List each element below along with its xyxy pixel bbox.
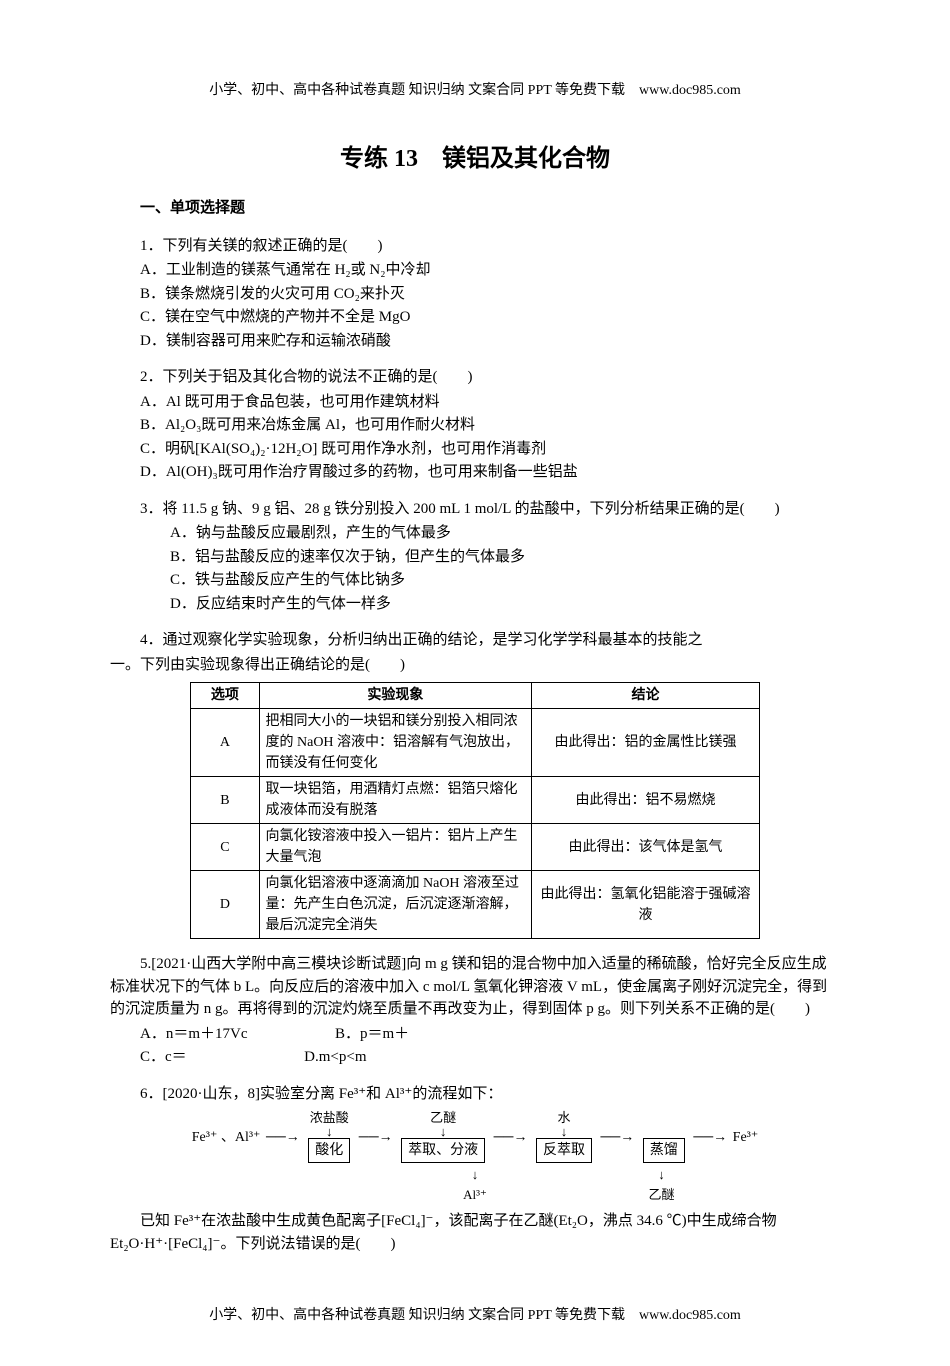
page-header: 小学、初中、高中各种试卷真题 知识归纳 文案合同 PPT 等免费下载 www.d… — [110, 80, 840, 101]
q4-table: 选项 实验现象 结论 A 把相同大小的一块铝和镁分别投入相同浓度的 NaOH 溶… — [190, 682, 759, 939]
question-1: 1．下列有关镁的叙述正确的是( ) A．工业制造的镁蒸气通常在 H₂或 N₂中冷… — [110, 235, 840, 353]
flow-step-2: 乙醚 ↓ 萃取、分液 — [398, 1111, 488, 1163]
q4-row3-opt: D — [191, 871, 259, 939]
q6-stem: 6．[2020·山东，8]实验室分离 Fe³⁺和 Al³⁺的流程如下： — [110, 1083, 840, 1106]
table-row: A 把相同大小的一块铝和镁分别投入相同浓度的 NaOH 溶液中：铝溶解有气泡放出… — [191, 709, 759, 777]
arrow-down-icon: ↓ — [472, 1167, 479, 1182]
q1-stem: 1．下列有关镁的叙述正确的是( ) — [110, 235, 840, 258]
arrow-right-icon: ──→ — [598, 1127, 636, 1148]
q2-stem: 2．下列关于铝及其化合物的说法不正确的是( ) — [110, 366, 840, 389]
arrow-right-icon: ──→ — [691, 1127, 729, 1148]
q3-opt-d: D．反应结束时产生的气体一样多 — [110, 593, 840, 616]
question-6: 6．[2020·山东，8]实验室分离 Fe³⁺和 Al³⁺的流程如下： Fe³⁺… — [110, 1083, 840, 1256]
table-head-row: 选项 实验现象 结论 — [191, 683, 759, 709]
q5-stem: 5.[2021·山西大学附中高三模块诊断试题]向 m g 镁和铝的混合物中加入适… — [110, 953, 840, 1021]
q4-row1-conc: 由此得出：铝不易燃烧 — [532, 777, 759, 824]
q3-opt-b: B．铝与盐酸反应的速率仅次于钠，但产生的气体最多 — [110, 546, 840, 569]
arrow-down-icon: ↓ — [658, 1167, 665, 1182]
table-row: B 取一块铝箔，用酒精灯点燃：铝箔只熔化成液体而没有脱落 由此得出：铝不易燃烧 — [191, 777, 759, 824]
arrow-right-icon: ──→ — [264, 1127, 302, 1148]
q5-opts-line1: A．n＝m＋17Vc B．p＝m＋ — [110, 1023, 840, 1046]
q5-opt-d: D.m<p<m — [304, 1049, 366, 1065]
q4-row2-conc: 由此得出：该气体是氢气 — [532, 824, 759, 871]
q4-th-1: 实验现象 — [259, 683, 532, 709]
q5-opt-a: A．n＝m＋17Vc — [140, 1026, 248, 1042]
q5-opt-b: B．p＝m＋ — [335, 1026, 409, 1042]
flow-step4-below: 乙醚 — [648, 1187, 674, 1202]
q4-row2-phen: 向氯化铵溶液中投入一铝片：铝片上产生大量气泡 — [259, 824, 532, 871]
q4-row3-conc: 由此得出：氢氧化铝能溶于强碱溶液 — [532, 871, 759, 939]
q3-opt-a: A．钠与盐酸反应最剧烈，产生的气体最多 — [110, 522, 840, 545]
q1-opt-a: A．工业制造的镁蒸气通常在 H₂或 N₂中冷却 — [110, 259, 840, 282]
q6-flowchart: Fe³⁺ 、Al³⁺ ──→ 浓盐酸 ↓ 酸化 ──→ 乙醚 ↓ 萃取、分液 ─… — [110, 1111, 840, 1204]
flow-step2-below: Al³⁺ — [463, 1187, 487, 1202]
flow-step1-box: 酸化 — [308, 1138, 350, 1163]
q4-th-0: 选项 — [191, 683, 259, 709]
table-row: C 向氯化铵溶液中投入一铝片：铝片上产生大量气泡 由此得出：该气体是氢气 — [191, 824, 759, 871]
arrow-right-icon: ──→ — [492, 1127, 530, 1148]
q4-stem-line2: 一。下列由实验现象得出正确结论的是( ) — [110, 654, 840, 677]
arrow-down-icon: ↓ — [305, 1125, 353, 1138]
q4-row3-phen: 向氯化铝溶液中逐滴滴加 NaOH 溶液至过量：先产生白色沉淀，后沉淀逐渐溶解，最… — [259, 871, 532, 939]
q2-opt-a: A．Al 既可用于食品包装，也可用作建筑材料 — [110, 391, 840, 414]
flow-step4-output: ↓ 乙醚 — [627, 1165, 697, 1204]
q1-opt-c: C．镁在空气中燃烧的产物并不全是 MgO — [110, 306, 840, 329]
q2-opt-d: D．Al(OH)₃既可用作治疗胃酸过多的药物，也可用来制备一些铝盐 — [110, 461, 840, 484]
flow-step4-box: 蒸馏 — [643, 1138, 685, 1163]
page-title: 专练 13 镁铝及其化合物 — [110, 141, 840, 177]
q2-opt-b: B．Al₂O₃既可用来冶炼金属 Al，也可用作耐火材料 — [110, 414, 840, 437]
flow-step2-box: 萃取、分液 — [401, 1138, 485, 1163]
flow-end: Fe³⁺ — [733, 1127, 759, 1148]
q4-stem-line1: 4．通过观察化学实验现象，分析归纳出正确的结论，是学习化学学科最基本的技能之 — [110, 629, 840, 652]
question-3: 3．将 11.5 g 钠、9 g 铝、28 g 铁分别投入 200 mL 1 m… — [110, 498, 840, 616]
arrow-right-icon: ──→ — [357, 1127, 395, 1148]
q4-row1-phen: 取一块铝箔，用酒精灯点燃：铝箔只熔化成液体而没有脱落 — [259, 777, 532, 824]
table-row: D 向氯化铝溶液中逐滴滴加 NaOH 溶液至过量：先产生白色沉淀，后沉淀逐渐溶解… — [191, 871, 759, 939]
q4-row0-conc: 由此得出：铝的金属性比镁强 — [532, 709, 759, 777]
q4-row0-opt: A — [191, 709, 259, 777]
q1-opt-b: B．镁条燃烧引发的火灾可用 CO₂来扑灭 — [110, 283, 840, 306]
q4-row0-phen: 把相同大小的一块铝和镁分别投入相同浓度的 NaOH 溶液中：铝溶解有气泡放出，而… — [259, 709, 532, 777]
question-5: 5.[2021·山西大学附中高三模块诊断试题]向 m g 镁和铝的混合物中加入适… — [110, 953, 840, 1069]
q3-opt-c: C．铁与盐酸反应产生的气体比钠多 — [110, 569, 840, 592]
flow-step2-output: ↓ Al³⁺ — [420, 1165, 530, 1204]
flow-step4-label — [640, 1111, 688, 1125]
arrow-down-icon: ↓ — [533, 1125, 595, 1138]
q4-th-2: 结论 — [532, 683, 759, 709]
q1-opt-d: D．镁制容器可用来贮存和运输浓硝酸 — [110, 330, 840, 353]
flow-step3-box: 反萃取 — [536, 1138, 592, 1163]
spacer — [640, 1125, 688, 1138]
q3-stem: 3．将 11.5 g 钠、9 g 铝、28 g 铁分别投入 200 mL 1 m… — [110, 498, 840, 521]
question-2: 2．下列关于铝及其化合物的说法不正确的是( ) A．Al 既可用于食品包装，也可… — [110, 366, 840, 484]
flow-step1-label: 浓盐酸 — [305, 1111, 353, 1125]
arrow-down-icon: ↓ — [398, 1125, 488, 1138]
q2-opt-c: C．明矾[KAl(SO₄)₂·12H₂O] 既可用作净水剂，也可用作消毒剂 — [110, 438, 840, 461]
section-heading: 一、单项选择题 — [110, 197, 840, 220]
flow-step2-label: 乙醚 — [398, 1111, 488, 1125]
flow-start: Fe³⁺ 、Al³⁺ — [192, 1127, 261, 1148]
flow-step-3: 水 ↓ 反萃取 — [533, 1111, 595, 1163]
q5-opts-line2: C．c＝ D.m<p<m — [110, 1046, 840, 1069]
flow-step-1: 浓盐酸 ↓ 酸化 — [305, 1111, 353, 1163]
flow-step3-label: 水 — [533, 1111, 595, 1125]
q4-row1-opt: B — [191, 777, 259, 824]
q5-opt-c: C．c＝ — [140, 1049, 187, 1065]
question-4: 4．通过观察化学实验现象，分析归纳出正确的结论，是学习化学学科最基本的技能之 一… — [110, 629, 840, 939]
page-footer: 小学、初中、高中各种试卷真题 知识归纳 文案合同 PPT 等免费下载 www.d… — [110, 1305, 840, 1326]
q4-row2-opt: C — [191, 824, 259, 871]
q6-tail: 已知 Fe³⁺在浓盐酸中生成黄色配离子[FeCl₄]⁻，该配离子在乙醚(Et₂O… — [110, 1210, 840, 1255]
flow-step-4: 蒸馏 — [640, 1111, 688, 1163]
